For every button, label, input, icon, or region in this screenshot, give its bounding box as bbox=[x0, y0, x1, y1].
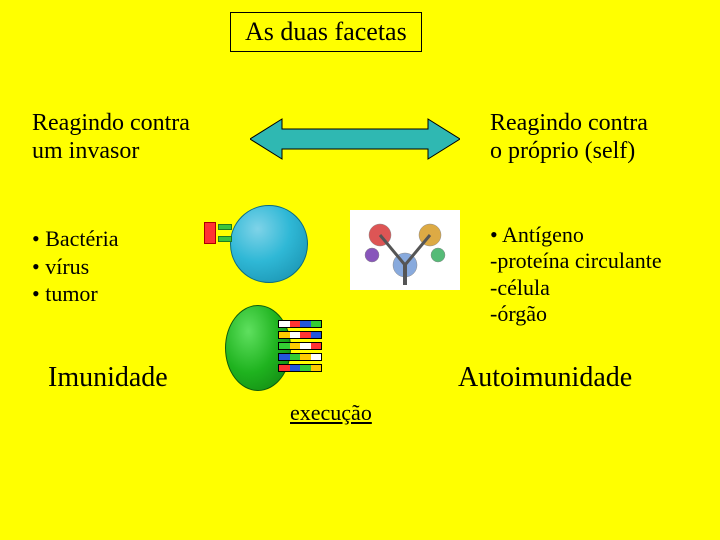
bullet-left-2: • vírus bbox=[32, 253, 119, 281]
title-box: As duas facetas bbox=[230, 12, 422, 52]
bar-row bbox=[278, 320, 322, 328]
bullets-left: • Bactéria • vírus • tumor bbox=[32, 225, 119, 308]
receptor-icon bbox=[218, 224, 232, 230]
bullet-right-3: -célula bbox=[490, 275, 662, 301]
bar-row bbox=[278, 364, 322, 372]
heading-right-l2: o próprio (self) bbox=[490, 138, 648, 166]
mhc-bars-icon bbox=[278, 320, 322, 375]
heading-left-l1: Reagindo contra bbox=[32, 110, 190, 138]
bullet-left-1: • Bactéria bbox=[32, 225, 119, 253]
bar-row bbox=[278, 353, 322, 361]
bullet-right-2: -proteína circulante bbox=[490, 248, 662, 274]
heading-right-l1: Reagindo contra bbox=[490, 110, 648, 138]
big-label-right: Autoimunidade bbox=[458, 362, 632, 394]
heading-left: Reagindo contra um invasor bbox=[32, 110, 190, 165]
ligand-icon bbox=[204, 222, 216, 244]
title-text: As duas facetas bbox=[245, 17, 407, 46]
bar-row bbox=[278, 331, 322, 339]
bullets-right: • Antígeno -proteína circulante -célula … bbox=[490, 222, 662, 328]
center-caption: execução bbox=[290, 400, 372, 426]
bullet-right-4: -órgão bbox=[490, 301, 662, 327]
sphere-cell-icon bbox=[230, 205, 308, 283]
arrow-poly bbox=[250, 119, 460, 159]
heading-right: Reagindo contra o próprio (self) bbox=[490, 110, 648, 165]
bullet-right-1: • Antígeno bbox=[490, 222, 662, 248]
bullet-left-3: • tumor bbox=[32, 280, 119, 308]
double-arrow-icon bbox=[250, 115, 460, 163]
bar-row bbox=[278, 342, 322, 350]
big-label-left: Imunidade bbox=[48, 362, 168, 394]
receptor-icon bbox=[218, 236, 232, 242]
heading-left-l2: um invasor bbox=[32, 138, 190, 166]
antibody-structure-icon bbox=[350, 210, 460, 290]
